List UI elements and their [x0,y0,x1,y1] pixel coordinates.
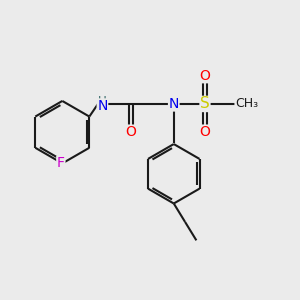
Text: CH₃: CH₃ [235,98,258,110]
Text: N: N [169,97,179,111]
Text: N: N [97,99,108,113]
Text: S: S [200,96,210,111]
Text: O: O [200,125,210,139]
Text: O: O [200,69,210,83]
Text: F: F [57,156,65,170]
Text: H: H [98,95,107,108]
Text: O: O [125,125,136,139]
